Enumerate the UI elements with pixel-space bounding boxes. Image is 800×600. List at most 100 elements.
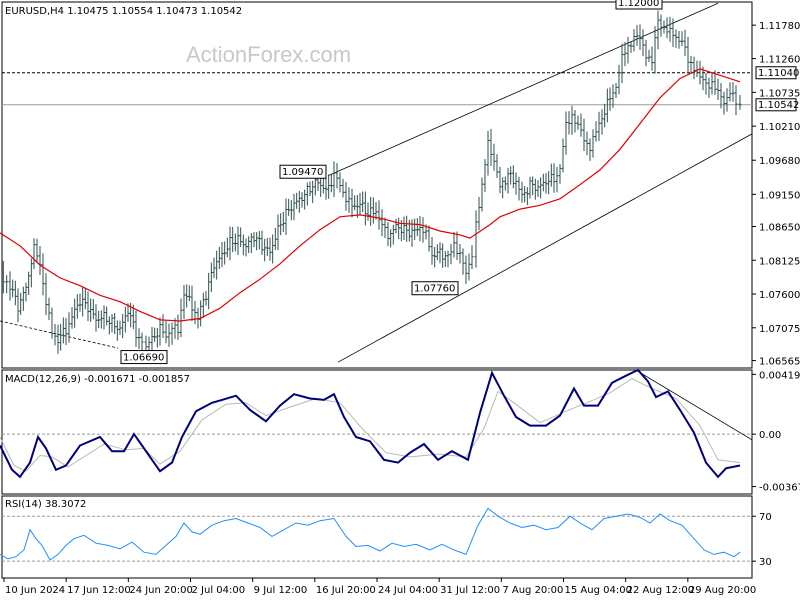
macd-y-tick-label: 0.00 bbox=[759, 430, 781, 441]
price-bar bbox=[418, 215, 422, 242]
current-price-label-box bbox=[755, 98, 797, 112]
price-bar bbox=[137, 328, 141, 350]
price-bar bbox=[347, 187, 351, 213]
price-bar bbox=[597, 111, 601, 141]
price-y-tick-label: 1.10735 bbox=[759, 88, 800, 99]
current-price-label: 1.10542 bbox=[758, 100, 799, 111]
price-bar bbox=[738, 95, 742, 110]
price-bar bbox=[193, 300, 197, 324]
price-bar bbox=[686, 36, 690, 74]
price-bar bbox=[564, 111, 568, 155]
price-y-tick-label: 1.07600 bbox=[759, 290, 800, 301]
price-bar bbox=[558, 164, 562, 184]
price-bar bbox=[623, 41, 627, 67]
price-bar bbox=[455, 231, 459, 261]
rsi-line bbox=[0, 507, 741, 561]
price-bar bbox=[489, 128, 493, 166]
price-bar bbox=[555, 167, 559, 193]
price-bar bbox=[608, 87, 612, 111]
price-bar bbox=[486, 130, 490, 176]
swing-level-label-box bbox=[615, 0, 663, 10]
price-bar bbox=[495, 154, 499, 178]
price-bar bbox=[492, 143, 496, 171]
x-tick-label: 2 Jul 04:00 bbox=[192, 585, 246, 596]
price-bar bbox=[644, 39, 648, 67]
swing-level-label: 1.12000 bbox=[618, 0, 659, 9]
rsi-panel-frame bbox=[1, 495, 753, 579]
price-bar bbox=[449, 243, 453, 265]
price-bar bbox=[692, 56, 696, 80]
macd-panel-frame bbox=[1, 369, 753, 495]
price-bar bbox=[467, 253, 471, 281]
price-bar bbox=[707, 77, 711, 99]
price-bar bbox=[474, 210, 478, 268]
price-bar bbox=[170, 322, 174, 345]
price-bar bbox=[446, 250, 450, 268]
price-bar bbox=[44, 273, 48, 316]
price-bar bbox=[332, 161, 336, 198]
price-bar bbox=[421, 217, 425, 243]
price-bar bbox=[517, 176, 521, 201]
price-bar bbox=[701, 66, 705, 91]
price-bar bbox=[629, 40, 633, 53]
price-bar bbox=[594, 121, 598, 142]
price-bar bbox=[567, 111, 571, 135]
price-y-tick-label: 1.08650 bbox=[759, 222, 800, 233]
channel-upper bbox=[327, 2, 719, 177]
swing-level-label: 1.06690 bbox=[123, 353, 164, 364]
price-y-tick-label: 1.09150 bbox=[759, 190, 800, 201]
price-bar bbox=[725, 88, 729, 112]
rsi-y-tick-label: 70 bbox=[759, 512, 772, 523]
price-bar bbox=[552, 163, 556, 193]
price-bar bbox=[647, 49, 651, 62]
price-bar bbox=[483, 159, 487, 193]
price-bar bbox=[632, 28, 636, 52]
price-bar bbox=[710, 72, 714, 95]
price-bar bbox=[683, 29, 687, 56]
macd-y-tick-label: 0.004196 bbox=[759, 370, 800, 381]
rsi-y-tick-label: 30 bbox=[759, 557, 772, 568]
price-bar bbox=[35, 238, 39, 263]
price-bar bbox=[377, 200, 381, 230]
price-bar bbox=[722, 91, 726, 115]
price-bar bbox=[335, 163, 339, 189]
price-bar bbox=[611, 84, 615, 108]
price-bar bbox=[662, 20, 666, 34]
price-bar bbox=[576, 115, 580, 130]
macd-signal-line bbox=[0, 378, 741, 472]
trendlines bbox=[0, 2, 753, 441]
price-bar bbox=[514, 172, 518, 195]
macd-resistance bbox=[637, 371, 753, 441]
price-bar bbox=[680, 31, 684, 46]
price-y-tick-label: 1.08125 bbox=[759, 256, 800, 267]
price-bar bbox=[671, 18, 675, 47]
price-bar bbox=[716, 78, 720, 100]
price-y-tick-label: 1.07075 bbox=[759, 324, 800, 335]
price-bar bbox=[734, 85, 738, 116]
price-bar bbox=[561, 138, 565, 173]
price-bar bbox=[383, 217, 387, 239]
price-bar bbox=[641, 29, 645, 57]
x-tick-label: 9 Jul 12:00 bbox=[254, 585, 308, 596]
price-bar bbox=[179, 298, 183, 338]
price-panel-title: EURUSD,H4 1.10475 1.10554 1.10473 1.1054… bbox=[5, 6, 242, 17]
price-bar bbox=[190, 285, 194, 322]
price-bar bbox=[638, 24, 642, 50]
x-tick-label: 10 Jun 2024 bbox=[5, 585, 65, 596]
price-bar bbox=[650, 46, 654, 71]
price-bar bbox=[164, 320, 168, 344]
reference-lines bbox=[2, 72, 752, 562]
price-bar bbox=[458, 244, 462, 264]
axis-labels: 1.11780 1.11260 1.10735 1.10210 1.09680 1.091… bbox=[3, 0, 800, 596]
price-bar bbox=[719, 83, 723, 109]
swing-level-label-box bbox=[120, 350, 168, 365]
price-bar bbox=[158, 317, 162, 346]
x-tick-label: 16 Jul 20:00 bbox=[316, 585, 376, 596]
price-bar bbox=[731, 82, 735, 102]
price-bar bbox=[573, 110, 577, 133]
price-y-tick-label: 1.06565 bbox=[759, 357, 800, 368]
price-bar bbox=[591, 129, 595, 158]
macd-panel-title: MACD(12,26,9) -0.001671 -0.001857 bbox=[5, 374, 190, 385]
price-bar bbox=[677, 30, 681, 49]
